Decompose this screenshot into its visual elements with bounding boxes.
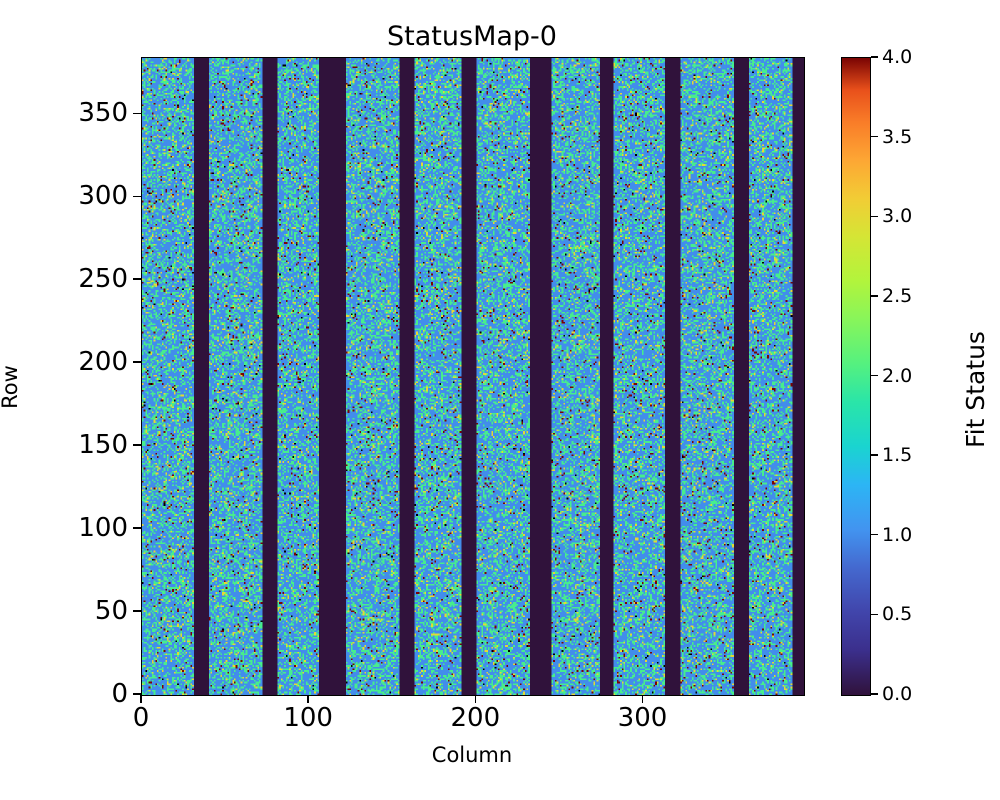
y-axis-label: Row [0,365,22,409]
y-axis-tick-mark [133,610,141,612]
x-axis-label: Column [431,743,513,767]
colorbar-tick-mark [871,215,878,217]
x-axis-tick-mark [307,695,309,703]
colorbar-tick-mark [871,374,878,377]
colorbar-tick-label: 3.0 [882,205,913,228]
colorbar-gradient [842,58,870,695]
y-axis-tick-label: 50 [94,596,128,627]
y-axis-tick-mark [133,693,141,695]
colorbar-tick-label: 2.0 [882,364,913,387]
colorbar-tick-mark [871,613,878,616]
colorbar-tick-label: 1.0 [882,523,913,546]
colorbar-tick-mark [871,135,878,138]
y-axis-tick-mark [133,278,141,281]
x-axis-tick-label: 300 [617,703,668,733]
y-axis-tick-label: 250 [78,264,128,295]
colorbar-tick-label: 1.5 [882,444,913,467]
x-axis-tick-mark [474,695,477,703]
colorbar-tick-label: 0.5 [882,603,913,626]
y-axis-tick-label: 0 [111,679,128,709]
y-axis-tick-labels: 0 50 100 150 200 250 300 350 [0,0,128,800]
x-axis-tick-label: 200 [450,703,501,733]
y-axis-tick-mark [133,361,141,364]
page-title: StatusMap-0 [387,21,557,52]
x-axis-tick-mark [641,695,644,703]
y-axis-tick-mark [133,527,141,529]
y-axis-tick-label: 300 [78,181,128,212]
colorbar-tick-mark [871,534,878,536]
heatmap-image [142,58,804,695]
colorbar-tick-mark [871,454,878,456]
y-axis-tick-label: 200 [78,347,128,378]
colorbar-tick-mark [871,56,878,58]
colorbar-tick-mark [871,295,878,297]
colorbar-tick-label: 2.5 [882,284,913,307]
colorbar-tick-label: 3.5 [882,125,913,148]
x-axis-tick-mark [140,695,142,703]
y-axis-tick-mark [133,195,141,198]
heatmap-axes[interactable] [141,57,805,696]
colorbar-label: Fit Status [960,331,990,448]
y-axis-tick-label: 350 [78,98,128,129]
y-axis-tick-label: 150 [78,430,128,461]
colorbar-tick-label: 0.0 [882,683,913,705]
colorbar[interactable] [841,57,871,696]
y-axis-tick-mark [133,444,141,446]
x-axis-tick-label: 100 [283,703,333,733]
colorbar-tick-mark [871,693,878,695]
y-axis-tick-mark [133,112,141,115]
x-axis-tick-label: 0 [132,703,150,733]
y-axis-tick-label: 100 [78,513,128,544]
colorbar-tick-label: 4.0 [882,46,913,68]
